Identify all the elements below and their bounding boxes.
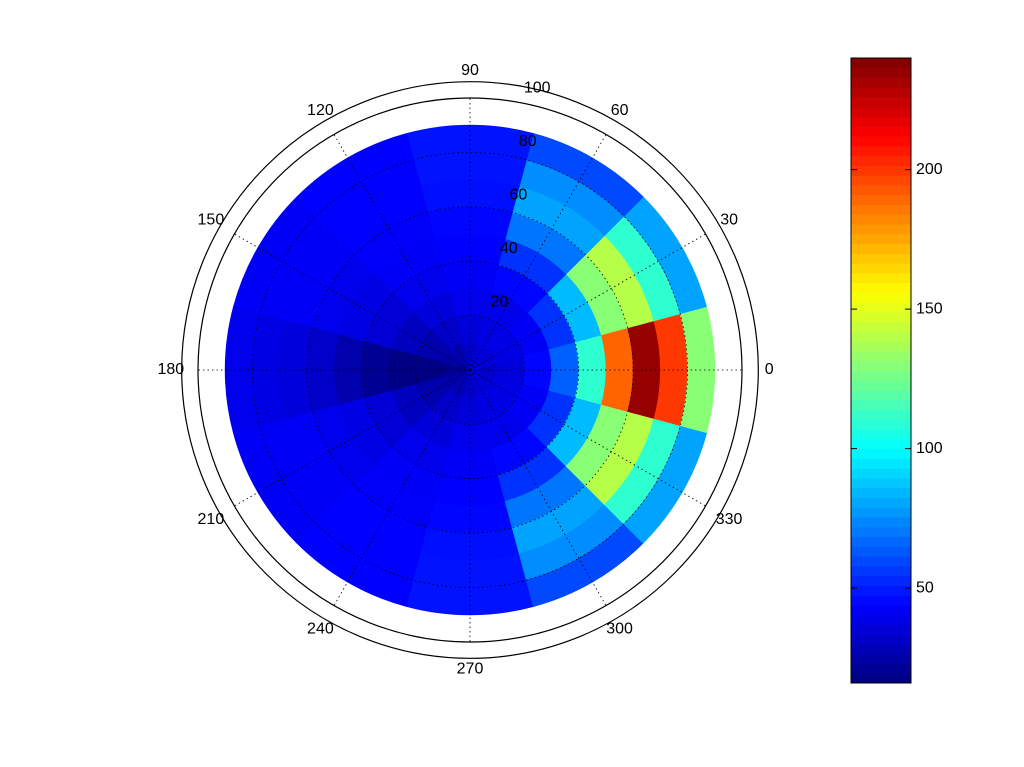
colorbar-swatch [851, 282, 911, 293]
colorbar-swatch [851, 497, 911, 508]
radial-tick-label: 40 [500, 240, 518, 257]
colorbar-swatch [851, 87, 911, 98]
colorbar-swatch [851, 292, 911, 303]
radial-grid-circle [251, 151, 689, 589]
colorbar-swatch [851, 409, 911, 420]
colorbar-swatch [851, 58, 911, 69]
polar-outer-circle [197, 97, 743, 643]
colorbar-swatch [851, 360, 911, 371]
colorbar-swatch [851, 165, 911, 176]
colorbar-swatch [851, 526, 911, 538]
angle-tick-label: 330 [716, 511, 743, 528]
angle-tick-label: 0 [765, 361, 774, 378]
colorbar-swatch [851, 663, 911, 674]
angular-grid-line [333, 369, 471, 606]
angle-tick-label: 270 [457, 660, 484, 677]
colorbar-swatch [851, 97, 911, 108]
colorbar-swatch [851, 614, 911, 625]
colorbar-swatch [851, 370, 911, 381]
colorbar-swatch [851, 155, 911, 166]
angle-tick-label: 30 [720, 212, 738, 229]
colorbar-swatch [851, 507, 911, 518]
colorbar-swatch [851, 585, 911, 596]
colorbar-swatch [851, 546, 911, 557]
colorbar-swatch [851, 673, 911, 684]
colorbar-tick-label: 50 [916, 579, 934, 596]
colorbar-swatch [851, 272, 911, 284]
angular-grid-line [333, 134, 471, 371]
colorbar-swatch [851, 468, 911, 479]
colorbar-swatch [851, 624, 911, 635]
colorbar-swatch [851, 487, 911, 498]
colorbar-swatch [851, 302, 911, 313]
colorbar-swatch [851, 477, 911, 489]
colorbar-swatch [851, 399, 911, 411]
colorbar-swatch [851, 575, 911, 586]
colorbar-swatch [851, 604, 911, 616]
angular-grid-line [469, 134, 607, 371]
colorbar-swatch [851, 224, 911, 235]
colorbar-swatch [851, 126, 911, 137]
colorbar-swatch [851, 350, 911, 362]
colorbar-swatch [851, 341, 911, 352]
colorbar-swatch [851, 194, 911, 205]
polar-frame [181, 81, 759, 659]
colorbar-frame [850, 57, 912, 684]
colorbar-swatch [851, 331, 911, 342]
angular-grid-line [234, 233, 471, 371]
colorbar-swatch [851, 390, 911, 401]
colorbar-swatch [851, 321, 911, 332]
colorbar-swatch [851, 595, 911, 606]
colorbar-swatch [851, 311, 911, 323]
colorbar-swatch [851, 116, 911, 127]
radial-tick-label: 100 [524, 79, 551, 96]
colorbar-swatch [851, 536, 911, 547]
angle-tick-label: 180 [157, 361, 184, 378]
colorbar-swatch [851, 429, 911, 440]
colorbar-swatch [851, 565, 911, 577]
angular-grid-line [234, 369, 471, 507]
angle-tick-label: 300 [606, 620, 633, 637]
colorbar-swatch [851, 643, 911, 655]
colorbar-tick-label: 200 [916, 161, 943, 178]
colorbar-swatch [851, 175, 911, 186]
colorbar-swatch [851, 77, 911, 88]
radial-tick-label: 60 [509, 186, 527, 203]
colorbar-tick-label: 150 [916, 300, 943, 317]
colorbar-swatch [851, 419, 911, 430]
angle-tick-label: 210 [198, 511, 225, 528]
colorbar-swatch [851, 233, 911, 245]
angular-grid-line [469, 369, 706, 507]
angular-grid-line [469, 233, 706, 371]
colorbar-swatch [851, 263, 911, 274]
colorbar-swatch [851, 214, 911, 225]
colorbar-swatch [851, 67, 911, 79]
colorbar-tick-label: 100 [916, 440, 943, 457]
colorbar-swatch [851, 438, 911, 450]
colorbar-swatch [851, 253, 911, 264]
colorbar-swatch [851, 556, 911, 567]
colorbar-swatch [851, 448, 911, 459]
angular-grid-line [469, 369, 607, 606]
angle-tick-label: 150 [198, 212, 225, 229]
angle-tick-label: 90 [461, 62, 479, 79]
radial-tick-label: 80 [519, 133, 537, 150]
colorbar-swatch [851, 380, 911, 391]
angle-tick-label: 120 [307, 102, 334, 119]
colorbar-swatch [851, 106, 911, 118]
colorbar-swatch [851, 653, 911, 664]
colorbar-swatch [851, 458, 911, 469]
colorbar-swatch [851, 136, 911, 147]
colorbar-swatch [851, 516, 911, 528]
colorbar-swatch [851, 634, 911, 645]
colorbar-swatch [851, 204, 911, 215]
colorbar-swatch [851, 243, 911, 254]
angle-tick-label: 60 [611, 102, 629, 119]
angle-tick-label: 240 [307, 620, 334, 637]
colorbar-swatch [851, 184, 911, 196]
colorbar-swatch [851, 145, 911, 157]
radial-tick-label: 20 [491, 294, 509, 311]
